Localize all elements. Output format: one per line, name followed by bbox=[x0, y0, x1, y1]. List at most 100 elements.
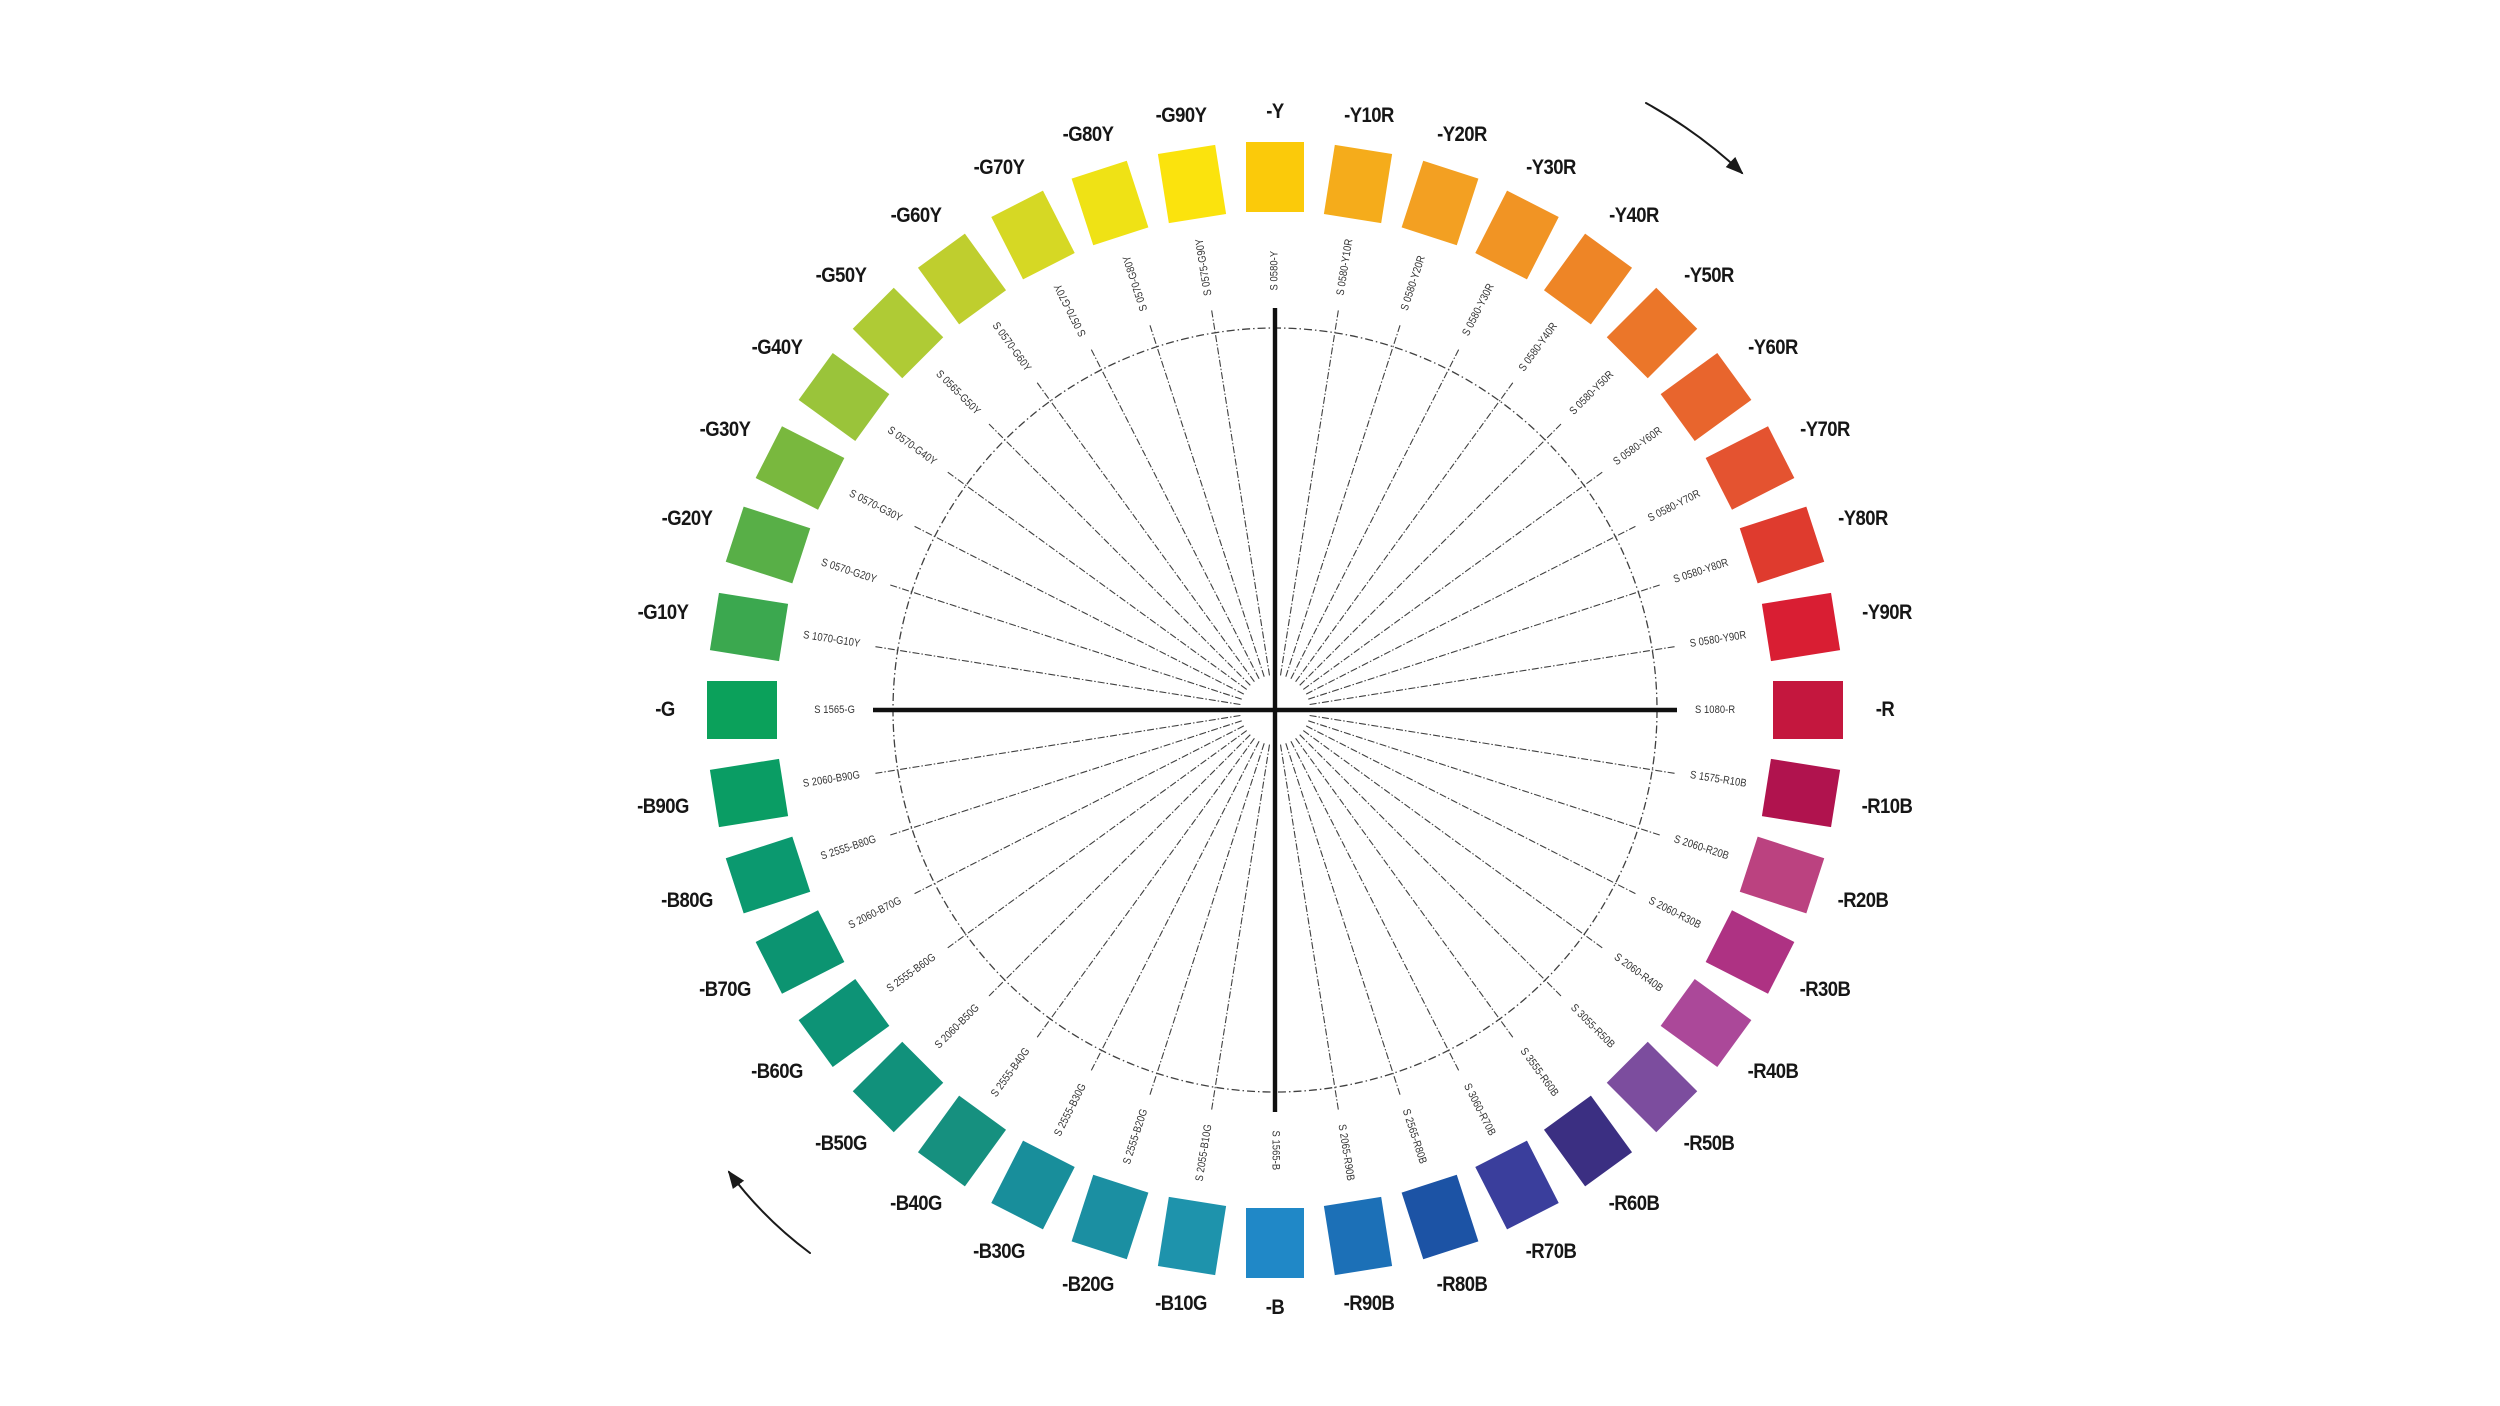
hue-label-y60r: -Y60R bbox=[1747, 336, 1798, 360]
swatch-g10y bbox=[709, 592, 788, 661]
swatch-g90y bbox=[1157, 144, 1226, 223]
spoke-line bbox=[1090, 348, 1260, 680]
spoke-line bbox=[1295, 737, 1514, 1039]
spoke-line bbox=[1279, 309, 1339, 676]
clockwise-arrow-bottom-left-icon bbox=[727, 1170, 811, 1254]
spoke-line bbox=[1309, 646, 1676, 706]
spoke-line bbox=[1149, 324, 1265, 677]
hue-label-y10r: -Y10R bbox=[1344, 104, 1394, 128]
spoke-line bbox=[913, 525, 1245, 695]
hue-label-g80y: -G80Y bbox=[1062, 122, 1114, 146]
hue-label-y40r: -Y40R bbox=[1609, 203, 1659, 227]
ncs-code-b: S 1565-B bbox=[1269, 1130, 1282, 1170]
hue-label-r20b: -R20B bbox=[1837, 889, 1889, 913]
hue-label-b10g: -B10G bbox=[1155, 1291, 1207, 1315]
hue-label-b60g: -B60G bbox=[751, 1059, 804, 1083]
ncs-code-r: S 1080-R bbox=[1695, 703, 1736, 716]
hue-label-y50r: -Y50R bbox=[1683, 264, 1734, 288]
swatch-r90b bbox=[1324, 1197, 1393, 1276]
hue-label-r60b: -R60B bbox=[1608, 1192, 1660, 1216]
hue-label-y20r: -Y20R bbox=[1436, 122, 1487, 146]
spoke-line bbox=[1309, 714, 1676, 774]
hue-label-b80g: -B80G bbox=[660, 889, 713, 913]
spoke-line bbox=[889, 584, 1242, 700]
hue-label-y80r: -Y80R bbox=[1838, 506, 1889, 530]
spoke-line bbox=[1302, 471, 1604, 690]
hue-label-y90r: -Y90R bbox=[1861, 601, 1912, 625]
swatch-y10r bbox=[1324, 144, 1393, 223]
swatch-y bbox=[1246, 142, 1304, 212]
spoke-line bbox=[1305, 725, 1637, 895]
spoke-line bbox=[988, 734, 1251, 997]
spoke-line bbox=[1308, 584, 1661, 700]
spoke-line bbox=[1285, 743, 1401, 1096]
spoke-line bbox=[1302, 730, 1604, 949]
swatch-r bbox=[1773, 681, 1843, 739]
spoke-line bbox=[1290, 348, 1460, 680]
hue-label-r80b: -R80B bbox=[1436, 1273, 1488, 1297]
hue-label-g60y: -G60Y bbox=[890, 203, 942, 227]
spoke-line bbox=[1036, 381, 1255, 683]
hue-label-b50g: -B50G bbox=[815, 1131, 868, 1155]
hue-label-r30b: -R30B bbox=[1799, 978, 1851, 1002]
hue-label-g30y: -G30Y bbox=[699, 417, 751, 441]
hue-label-r50b: -R50B bbox=[1683, 1131, 1734, 1155]
spoke-line bbox=[946, 730, 1248, 949]
hue-label-g70y: -G70Y bbox=[973, 156, 1025, 180]
hue-label-g: -G bbox=[655, 698, 675, 721]
hue-label-g10y: -G10Y bbox=[637, 601, 689, 625]
spoke-line bbox=[1285, 324, 1401, 677]
ncs-code-text: S 1565-B bbox=[1269, 1130, 1282, 1170]
spoke-line bbox=[1090, 740, 1260, 1072]
spoke-line bbox=[1211, 744, 1271, 1111]
spoke-line bbox=[874, 714, 1241, 774]
hue-label-y: -Y bbox=[1266, 100, 1284, 123]
spoke-line bbox=[874, 646, 1241, 706]
spoke-line bbox=[1299, 734, 1562, 997]
hue-label-g40y: -G40Y bbox=[751, 336, 803, 360]
spoke-line bbox=[988, 423, 1251, 686]
hue-label-r: -R bbox=[1875, 698, 1895, 721]
spoke-line bbox=[1295, 381, 1514, 683]
hue-label-b40g: -B40G bbox=[890, 1192, 942, 1216]
spoke-line bbox=[1149, 743, 1265, 1096]
hue-label-r10b: -R10B bbox=[1861, 794, 1912, 818]
hue-label-y70r: -Y70R bbox=[1800, 417, 1850, 441]
ncs-code-text: S 0580-Y bbox=[1268, 250, 1281, 290]
spoke-line bbox=[946, 471, 1248, 690]
swatch-g bbox=[707, 681, 777, 739]
hue-label-b20g: -B20G bbox=[1062, 1273, 1115, 1297]
hue-label-b: -B bbox=[1265, 1296, 1285, 1319]
hue-label-r40b: -R40B bbox=[1747, 1059, 1799, 1083]
ncs-code-y: S 0580-Y bbox=[1268, 250, 1281, 290]
hue-label-b30g: -B30G bbox=[973, 1239, 1025, 1263]
hue-label-r90b: -R90B bbox=[1343, 1291, 1395, 1315]
hue-label-g50y: -G50Y bbox=[816, 264, 867, 288]
spoke-line bbox=[1290, 740, 1460, 1072]
ncs-code-text: S 1080-R bbox=[1695, 703, 1736, 716]
ncs-code-text: S 1565-G bbox=[814, 703, 855, 716]
spoke-line bbox=[1308, 720, 1661, 836]
hue-label-g20y: -G20Y bbox=[661, 506, 713, 530]
ncs-code-g: S 1565-G bbox=[814, 703, 855, 716]
spoke-line bbox=[1305, 525, 1637, 695]
swatch-b bbox=[1246, 1208, 1304, 1278]
spoke-line bbox=[1036, 737, 1255, 1039]
hue-label-y30r: -Y30R bbox=[1526, 156, 1576, 180]
swatch-y90r bbox=[1762, 592, 1841, 661]
swatch-r10b bbox=[1762, 759, 1841, 828]
hue-label-g90y: -G90Y bbox=[1155, 104, 1207, 128]
spoke-line bbox=[889, 720, 1242, 836]
hue-label-r70b: -R70B bbox=[1525, 1239, 1577, 1263]
hue-label-b90g: -B90G bbox=[637, 794, 690, 818]
spoke-line bbox=[1299, 423, 1562, 686]
spoke-line bbox=[1211, 309, 1271, 676]
spoke-line bbox=[1279, 744, 1339, 1111]
spoke-line bbox=[913, 725, 1245, 895]
swatch-b10g bbox=[1157, 1197, 1226, 1276]
swatch-b90g bbox=[709, 759, 788, 828]
clockwise-arrow-top-right-icon bbox=[1645, 102, 1744, 175]
hue-label-b70g: -B70G bbox=[699, 978, 752, 1002]
